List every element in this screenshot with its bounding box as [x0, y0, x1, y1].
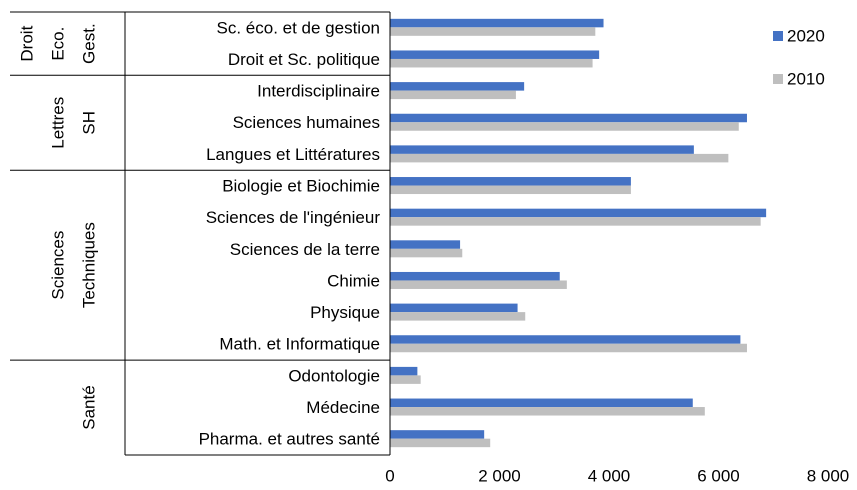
bar: [390, 217, 761, 226]
legend-swatch: [773, 74, 783, 84]
bar: [390, 312, 526, 321]
x-tick-label: 6 000: [697, 466, 740, 485]
bar: [390, 240, 461, 249]
category-label: Odontologie: [288, 366, 380, 385]
bar: [390, 27, 596, 36]
category-label: Sc. éco. et de gestion: [217, 18, 381, 37]
category-label: Interdisciplinaire: [257, 82, 380, 101]
bar: [390, 122, 739, 131]
group-label: Gest.: [79, 23, 98, 64]
legend-label: 2020: [787, 26, 825, 45]
bar: [390, 398, 693, 408]
bar: [390, 248, 463, 258]
bar: [390, 90, 516, 100]
bar: [390, 280, 567, 289]
group-label: SH: [79, 111, 98, 135]
bar: [390, 430, 485, 439]
category-label: Droit et Sc. politique: [228, 50, 380, 69]
bar: [390, 366, 418, 376]
bar: [390, 113, 747, 123]
category-label: Sciences de l'ingénieur: [206, 208, 381, 227]
bar: [390, 50, 600, 59]
x-tick-label: 0: [385, 466, 394, 485]
bar: [390, 407, 705, 416]
bar: [390, 438, 491, 448]
bar: [390, 177, 631, 186]
group-label: Droit: [17, 25, 36, 61]
category-label: Pharma. et autres santé: [199, 430, 380, 449]
bar: [390, 375, 421, 384]
bar: [390, 185, 631, 195]
bar: [390, 343, 747, 353]
bar: [390, 271, 560, 281]
bar: [390, 58, 593, 68]
category-label: Chimie: [327, 271, 380, 290]
x-tick-label: 8 000: [807, 466, 850, 485]
group-label: Techniques: [79, 222, 98, 308]
bar: [390, 82, 525, 91]
category-label: Langues et Littératures: [206, 145, 380, 164]
group-label: Eco.: [48, 27, 67, 61]
category-label: Sciences humaines: [233, 113, 380, 132]
group-label: Santé: [79, 385, 98, 429]
legend-swatch: [773, 31, 783, 41]
category-label: Physique: [310, 303, 380, 322]
bar: [390, 18, 604, 28]
bar: [390, 303, 518, 313]
bar: [390, 153, 729, 163]
group-label: Lettres: [48, 97, 67, 149]
category-label: Biologie et Biochimie: [222, 177, 380, 196]
bar: [390, 145, 694, 154]
x-tick-label: 4 000: [588, 466, 631, 485]
category-label: Math. et Informatique: [219, 335, 380, 354]
category-label: Sciences de la terre: [230, 240, 380, 259]
group-label: Sciences: [48, 231, 67, 300]
bar: [390, 208, 767, 218]
x-tick-label: 2 000: [478, 466, 521, 485]
category-label: Médecine: [306, 398, 380, 417]
legend-label: 2010: [787, 69, 825, 88]
bar: [390, 335, 741, 344]
